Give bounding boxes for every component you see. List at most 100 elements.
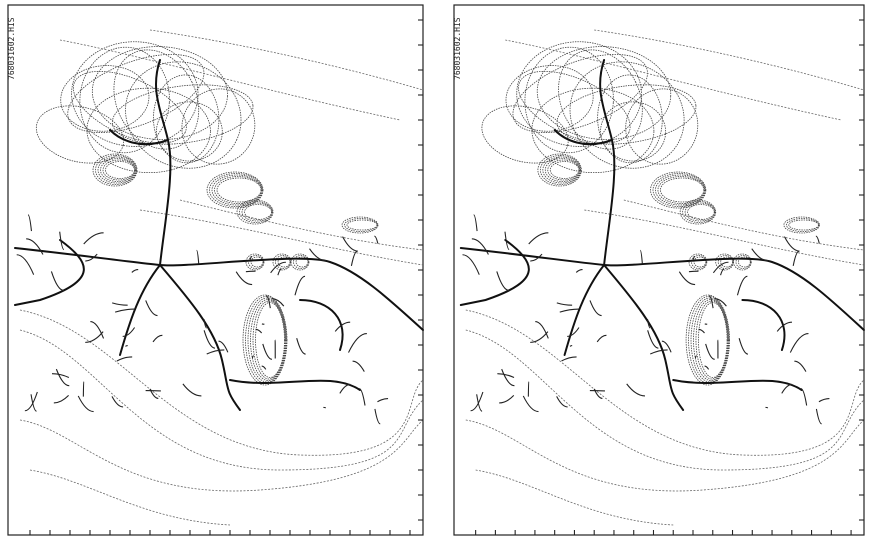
branch-track [278,269,281,275]
branch-track [784,237,799,251]
track-loop [542,35,658,163]
branch-track [295,276,305,295]
spiral-loop [718,256,733,269]
branch-track [26,239,43,255]
branch-track [523,396,538,412]
branch-track [256,329,262,333]
spiral-loop [651,172,706,208]
spiral-loop [98,157,136,183]
branch-track [252,356,253,358]
branch-track [56,369,69,386]
branch-track [78,396,93,412]
spiral-loop [256,303,285,378]
branch-track [153,335,162,342]
spiral-loop [658,177,704,204]
spiral-loop [548,160,580,180]
branch-track [497,271,509,290]
branch-track [695,356,696,358]
branch-track [351,251,357,266]
track-loop [553,77,699,152]
left-panel-frame [8,5,423,535]
branch-track [570,346,572,347]
branch-track [650,350,667,354]
branch-track [627,384,645,396]
branch-track [263,344,272,359]
spiral-loop [786,219,819,232]
branch-track [115,309,135,312]
spiral-loop [217,178,261,202]
branch-track [535,322,548,339]
page: {"panels": [{"label": "768031602.HIS"}, … [0,0,869,541]
track-loop [90,44,229,143]
branch-track [112,396,123,407]
branch-track [782,384,792,393]
branch-track [561,357,576,361]
branch-track [271,262,286,273]
panel-label: 768031602.HIS [7,17,16,80]
track-loop [535,44,673,143]
spiral-loop [347,220,377,230]
spiral-loop [736,256,751,269]
branch-track [353,361,365,371]
spiral-loop [550,162,579,179]
branch-track [737,276,747,295]
branch-track [262,366,266,369]
particle-track [604,265,683,410]
spiral-loop [686,295,729,385]
spiral-loop [689,254,707,270]
curved-track [20,420,423,491]
spiral-loop [251,257,263,267]
curved-track [30,470,230,525]
branch-track [576,270,582,273]
branch-track [84,233,104,244]
curved-track [60,40,400,120]
track-loop [503,38,658,148]
spiral-loop [215,177,262,204]
track-loop [57,38,214,148]
branch-track [819,399,829,402]
branch-track [375,409,380,424]
branch-track [816,409,821,424]
curved-track [466,310,864,455]
branch-track [721,269,724,275]
spiral-loop [243,295,287,385]
branch-track [709,296,713,308]
spiral-loop [660,178,703,202]
branch-track [132,270,138,273]
branch-track [51,271,63,290]
branch-track [146,300,158,315]
branch-track [590,300,602,315]
branch-track [112,303,127,305]
branch-track [359,389,365,406]
branch-track [793,251,799,266]
branch-track [560,309,580,312]
branch-track [679,272,695,285]
branch-track [640,250,642,263]
branch-track [236,272,252,285]
track-loop [98,35,215,163]
curved-track [624,200,864,250]
branch-track [557,303,572,305]
branch-track [197,250,199,263]
spiral-loop [212,175,262,205]
branch-track [713,262,728,273]
spiral-loop [294,256,309,269]
spiral-loop [246,254,264,270]
spiral-loop [655,175,704,205]
branch-track [472,239,489,255]
left-panel-tracks [15,20,423,535]
branch-track [125,346,127,347]
branch-track [117,357,132,361]
curved-track [594,30,864,90]
spiral-loop [103,160,135,180]
branch-track [705,366,709,369]
branch-track [183,384,201,396]
branch-track [529,233,549,244]
branch-track [499,395,514,403]
branch-track [502,369,515,386]
spiral-loop [789,220,819,230]
branch-track [801,389,807,406]
branch-track [297,338,306,354]
branch-track [266,296,270,308]
spiral-loop [685,203,715,221]
